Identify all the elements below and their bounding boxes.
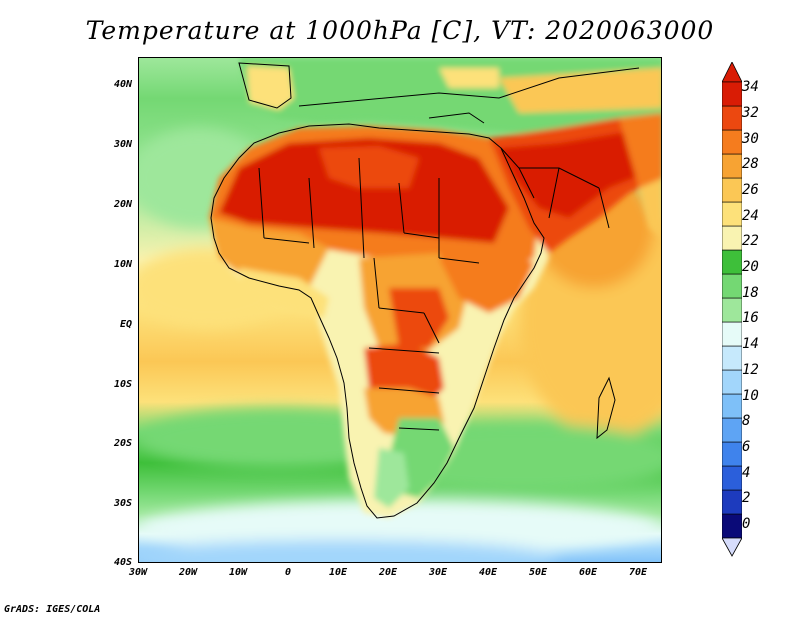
- lon-tick-label: 60E: [578, 567, 598, 578]
- lon-tick-label: 10E: [328, 567, 348, 578]
- lon-tick-label: 50E: [528, 567, 548, 578]
- lon-tick-label: 30W: [128, 567, 148, 578]
- colorbar-box: [722, 345, 742, 371]
- lat-tick-label: 20S: [113, 438, 132, 449]
- lat-tick-label: EQ: [119, 319, 132, 330]
- grads-credit: GrADS: IGES/COLA: [4, 604, 101, 615]
- colorbar: [722, 62, 742, 557]
- colorbar-label: 26: [742, 182, 759, 198]
- colorbar-box: [722, 513, 742, 539]
- lat-tick-label: 10N: [113, 259, 132, 270]
- colorbar-box: [722, 249, 742, 275]
- colorbar-box: [722, 105, 742, 131]
- coastlines-borders: [210, 62, 640, 519]
- map-plot-area: [138, 57, 662, 563]
- colorbar-label: 10: [742, 388, 759, 404]
- colorbar-label: 0: [742, 516, 751, 532]
- colorbar-box: [722, 153, 742, 179]
- colorbar-label: 34: [742, 79, 759, 95]
- colorbar-box: [722, 369, 742, 395]
- lon-tick-label: 0: [284, 567, 292, 578]
- colorbar-box: [722, 81, 742, 107]
- lat-tick-label: 20N: [113, 199, 132, 210]
- colorbar-box: [722, 489, 742, 515]
- colorbar-label: 8: [742, 413, 751, 429]
- colorbar-boxes: [722, 81, 742, 539]
- colorbar-box: [722, 465, 742, 491]
- colorbar-label: 18: [742, 285, 759, 301]
- colorbar-label: 14: [742, 336, 759, 352]
- colorbar-under-triangle: [722, 537, 742, 557]
- lon-tick-label: 20E: [378, 567, 398, 578]
- colorbar-over-triangle: [722, 62, 742, 83]
- colorbar-label: 12: [742, 362, 759, 378]
- colorbar-label: 22: [742, 233, 759, 249]
- colorbar-label: 6: [742, 439, 751, 455]
- colorbar-box: [722, 297, 742, 323]
- colorbar-box: [722, 225, 742, 251]
- colorbar-box: [722, 273, 742, 299]
- colorbar-label: 16: [742, 310, 759, 326]
- colorbar-box: [722, 417, 742, 443]
- colorbar-box: [722, 441, 742, 467]
- lat-tick-label: 30S: [113, 498, 132, 509]
- lon-tick-label: 30E: [428, 567, 448, 578]
- temperature-map: [139, 58, 661, 562]
- lat-tick-label: 30N: [113, 139, 132, 150]
- lon-tick-label: 70E: [628, 567, 648, 578]
- colorbar-label: 32: [742, 105, 759, 121]
- colorbar-label: 20: [742, 259, 759, 275]
- colorbar-box: [722, 129, 742, 155]
- map-title: Temperature at 1000hPa [C], VT: 20200630…: [85, 16, 715, 45]
- colorbar-label: 24: [742, 208, 759, 224]
- colorbar-box: [722, 393, 742, 419]
- colorbar-box: [722, 177, 742, 203]
- lat-tick-label: 10S: [113, 379, 132, 390]
- colorbar-box: [722, 201, 742, 227]
- colorbar-label: 30: [742, 131, 759, 147]
- colorbar-box: [722, 321, 742, 347]
- colorbar-label: 2: [742, 490, 751, 506]
- lon-tick-label: 20W: [178, 567, 198, 578]
- lat-tick-label: 40S: [113, 557, 132, 568]
- colorbar-label: 4: [742, 465, 751, 481]
- colorbar-label: 28: [742, 156, 759, 172]
- lat-tick-label: 40N: [113, 79, 132, 90]
- lon-tick-label: 10W: [228, 567, 248, 578]
- lon-tick-label: 40E: [478, 567, 498, 578]
